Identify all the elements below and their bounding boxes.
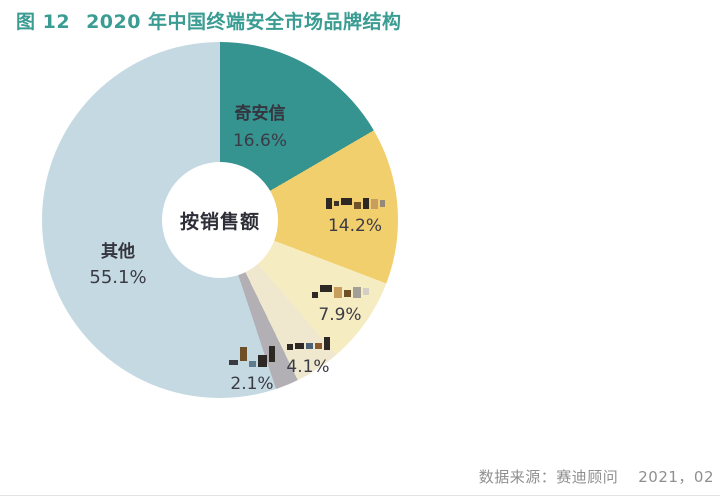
segment-percent: 4.1% bbox=[286, 357, 330, 377]
segment-percent: 2.1% bbox=[230, 374, 274, 394]
donut-center-label: 按销售额 bbox=[179, 210, 260, 233]
segment-label-censored-1: 14.2% bbox=[311, 191, 399, 236]
segment-label-qianxin: 奇安信 16.6% bbox=[215, 104, 305, 151]
segment-label-others: 其他 55.1% bbox=[73, 242, 163, 288]
segment-percent: 16.6% bbox=[232, 131, 287, 151]
figure-title-text: 2020 年中国终端安全市场品牌结构 bbox=[86, 11, 402, 33]
segment-label-censored-4: 2.1% bbox=[206, 341, 298, 394]
censored-name-mosaic bbox=[311, 191, 399, 209]
censored-name-mosaic bbox=[264, 332, 352, 350]
censored-name-mosaic bbox=[206, 341, 298, 367]
segment-percent: 14.2% bbox=[327, 216, 382, 236]
segment-label-censored-3: 4.1% bbox=[264, 332, 352, 377]
segment-percent: 55.1% bbox=[89, 267, 147, 288]
source-date: 2021，02 bbox=[638, 468, 714, 486]
censored-name-mosaic bbox=[296, 280, 384, 298]
donut-hole: 按销售额 bbox=[162, 162, 278, 278]
segment-name: 其他 bbox=[101, 242, 135, 262]
figure-title: 图 12 2020 年中国终端安全市场品牌结构 bbox=[16, 7, 402, 34]
segment-name: 奇安信 bbox=[234, 104, 286, 124]
data-source-caption: 数据来源：赛迪顾问 2021，02 bbox=[479, 466, 714, 487]
source-text: 数据来源：赛迪顾问 bbox=[478, 468, 619, 486]
figure-number: 图 12 bbox=[16, 11, 71, 33]
segment-label-censored-2: 7.9% bbox=[296, 280, 384, 325]
segment-percent: 7.9% bbox=[318, 305, 362, 325]
